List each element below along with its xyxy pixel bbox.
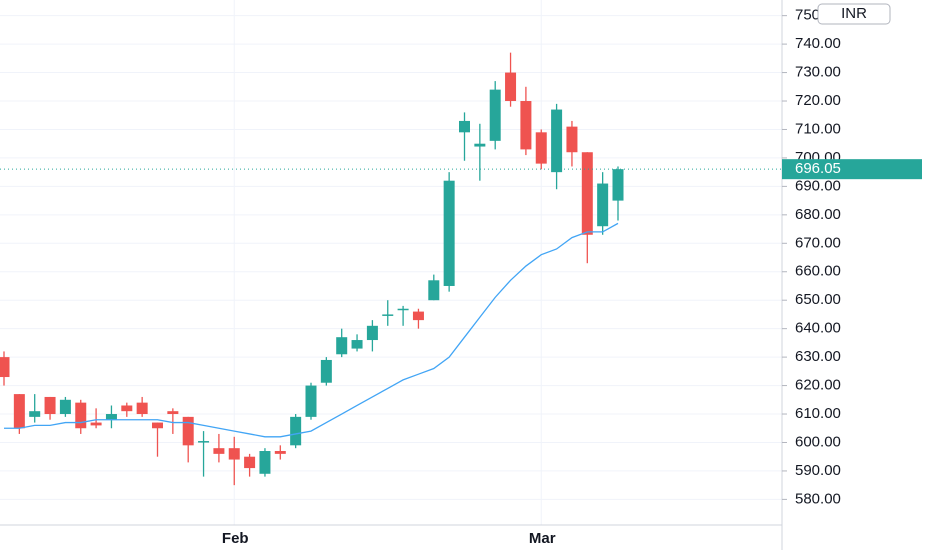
candle-body: [152, 422, 163, 429]
y-tick-label: 630.00: [795, 348, 841, 365]
candle-body: [566, 126, 578, 153]
y-tick-label: 640.00: [795, 320, 841, 337]
candle-body: [182, 416, 194, 446]
x-tick-label: Feb: [222, 530, 249, 547]
candle-body: [244, 456, 256, 469]
plot: [0, 52, 782, 486]
candle-body: [551, 109, 563, 173]
y-tick-label: 730.00: [795, 64, 841, 81]
candle-body: [535, 132, 547, 164]
y-tick-label: 660.00: [795, 263, 841, 280]
candle-body: [305, 385, 317, 417]
moving-average-line: [4, 222, 619, 438]
candle-body: [105, 414, 117, 420]
candle-body: [228, 448, 240, 460]
candle-body: [290, 416, 302, 446]
candle-body: [505, 72, 517, 102]
candle-body: [136, 402, 148, 415]
candle-body: [366, 325, 378, 341]
y-tick-label: 590.00: [795, 462, 841, 479]
candle-body: [443, 180, 455, 286]
candle-body: [59, 399, 71, 415]
candle-body: [412, 311, 424, 321]
candle-body: [90, 422, 102, 426]
candle-body: [0, 357, 10, 378]
candle-body: [489, 89, 501, 141]
y-tick-label: 670.00: [795, 234, 841, 251]
candle-body: [121, 405, 133, 412]
candle-body: [474, 143, 486, 147]
currency-label: INR: [841, 5, 867, 22]
candle-body: [320, 359, 332, 383]
candle-body: [382, 314, 394, 316]
currency-badge[interactable]: [817, 3, 891, 25]
candle-body: [13, 394, 25, 429]
candle-body: [428, 280, 440, 301]
candle-body: [44, 396, 56, 415]
candle-body: [213, 448, 225, 454]
x-tick-label: Mar: [529, 530, 556, 547]
candle-body: [520, 101, 532, 150]
candle-body: [167, 411, 179, 415]
y-tick-label: 580.00: [795, 490, 841, 507]
candle-body: [75, 402, 87, 429]
y-tick-label: 600.00: [795, 433, 841, 450]
grid: [0, 0, 782, 525]
candle-body: [198, 441, 210, 443]
candle-body: [336, 337, 348, 355]
candle-body: [612, 169, 624, 201]
candle-body: [274, 451, 286, 454]
candle-body: [29, 411, 41, 417]
y-tick-label: 690.00: [795, 177, 841, 194]
y-tick-label: 720.00: [795, 92, 841, 109]
y-tick-label: 710.00: [795, 120, 841, 137]
last-price-badge: [782, 159, 922, 180]
y-tick-label: 650.00: [795, 291, 841, 308]
y-tick-label: 740.00: [795, 35, 841, 52]
candle-body: [259, 451, 271, 474]
candle-body: [459, 120, 470, 133]
candle-body: [597, 183, 609, 227]
candle-body: [581, 152, 593, 235]
last-price-label: 696.05: [795, 160, 841, 177]
axis: 580.00 590.00 600.00 610.00 620.00 630.00 640.…: [222, 7, 922, 547]
y-tick-label: 680.00: [795, 206, 841, 223]
candle-body: [351, 340, 363, 349]
y-tick-label: 610.00: [795, 405, 841, 422]
y-tick-label: 620.00: [795, 377, 841, 394]
candle-body: [397, 308, 409, 311]
